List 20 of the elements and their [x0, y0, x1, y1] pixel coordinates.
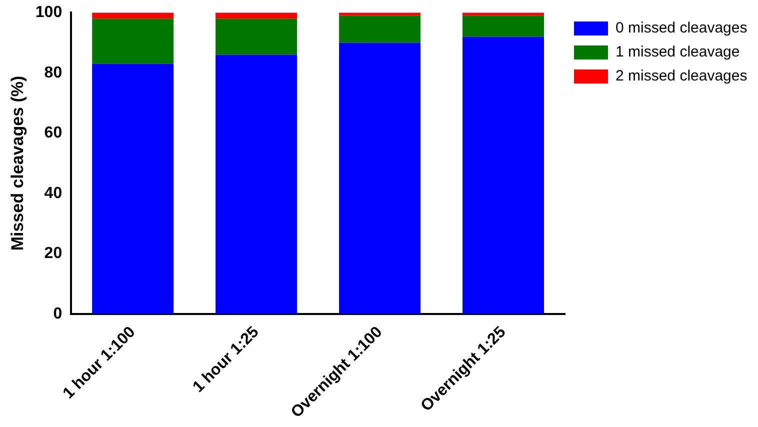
y-tick-label: 40	[44, 184, 62, 202]
y-axis-title: Missed cleavages (%)	[8, 76, 27, 251]
bar	[92, 18, 174, 64]
bar	[339, 42, 421, 314]
y-tick-label: 20	[44, 245, 62, 262]
legend-label: 0 missed cleavages	[616, 20, 748, 37]
bar	[216, 54, 298, 314]
bar	[92, 12, 174, 19]
legend-label: 1 missed cleavage	[616, 44, 740, 61]
y-tick-label: 0	[53, 305, 62, 322]
y-tick-label: 100	[35, 4, 62, 22]
y-tick-label: 60	[44, 124, 62, 142]
bar	[92, 64, 174, 314]
bar	[339, 16, 421, 43]
bar	[462, 36, 544, 314]
bar	[462, 16, 544, 37]
bar	[216, 18, 298, 55]
legend-label: 2 missed cleavages	[616, 68, 748, 85]
bar	[216, 12, 298, 19]
y-tick-label: 80	[44, 64, 62, 82]
